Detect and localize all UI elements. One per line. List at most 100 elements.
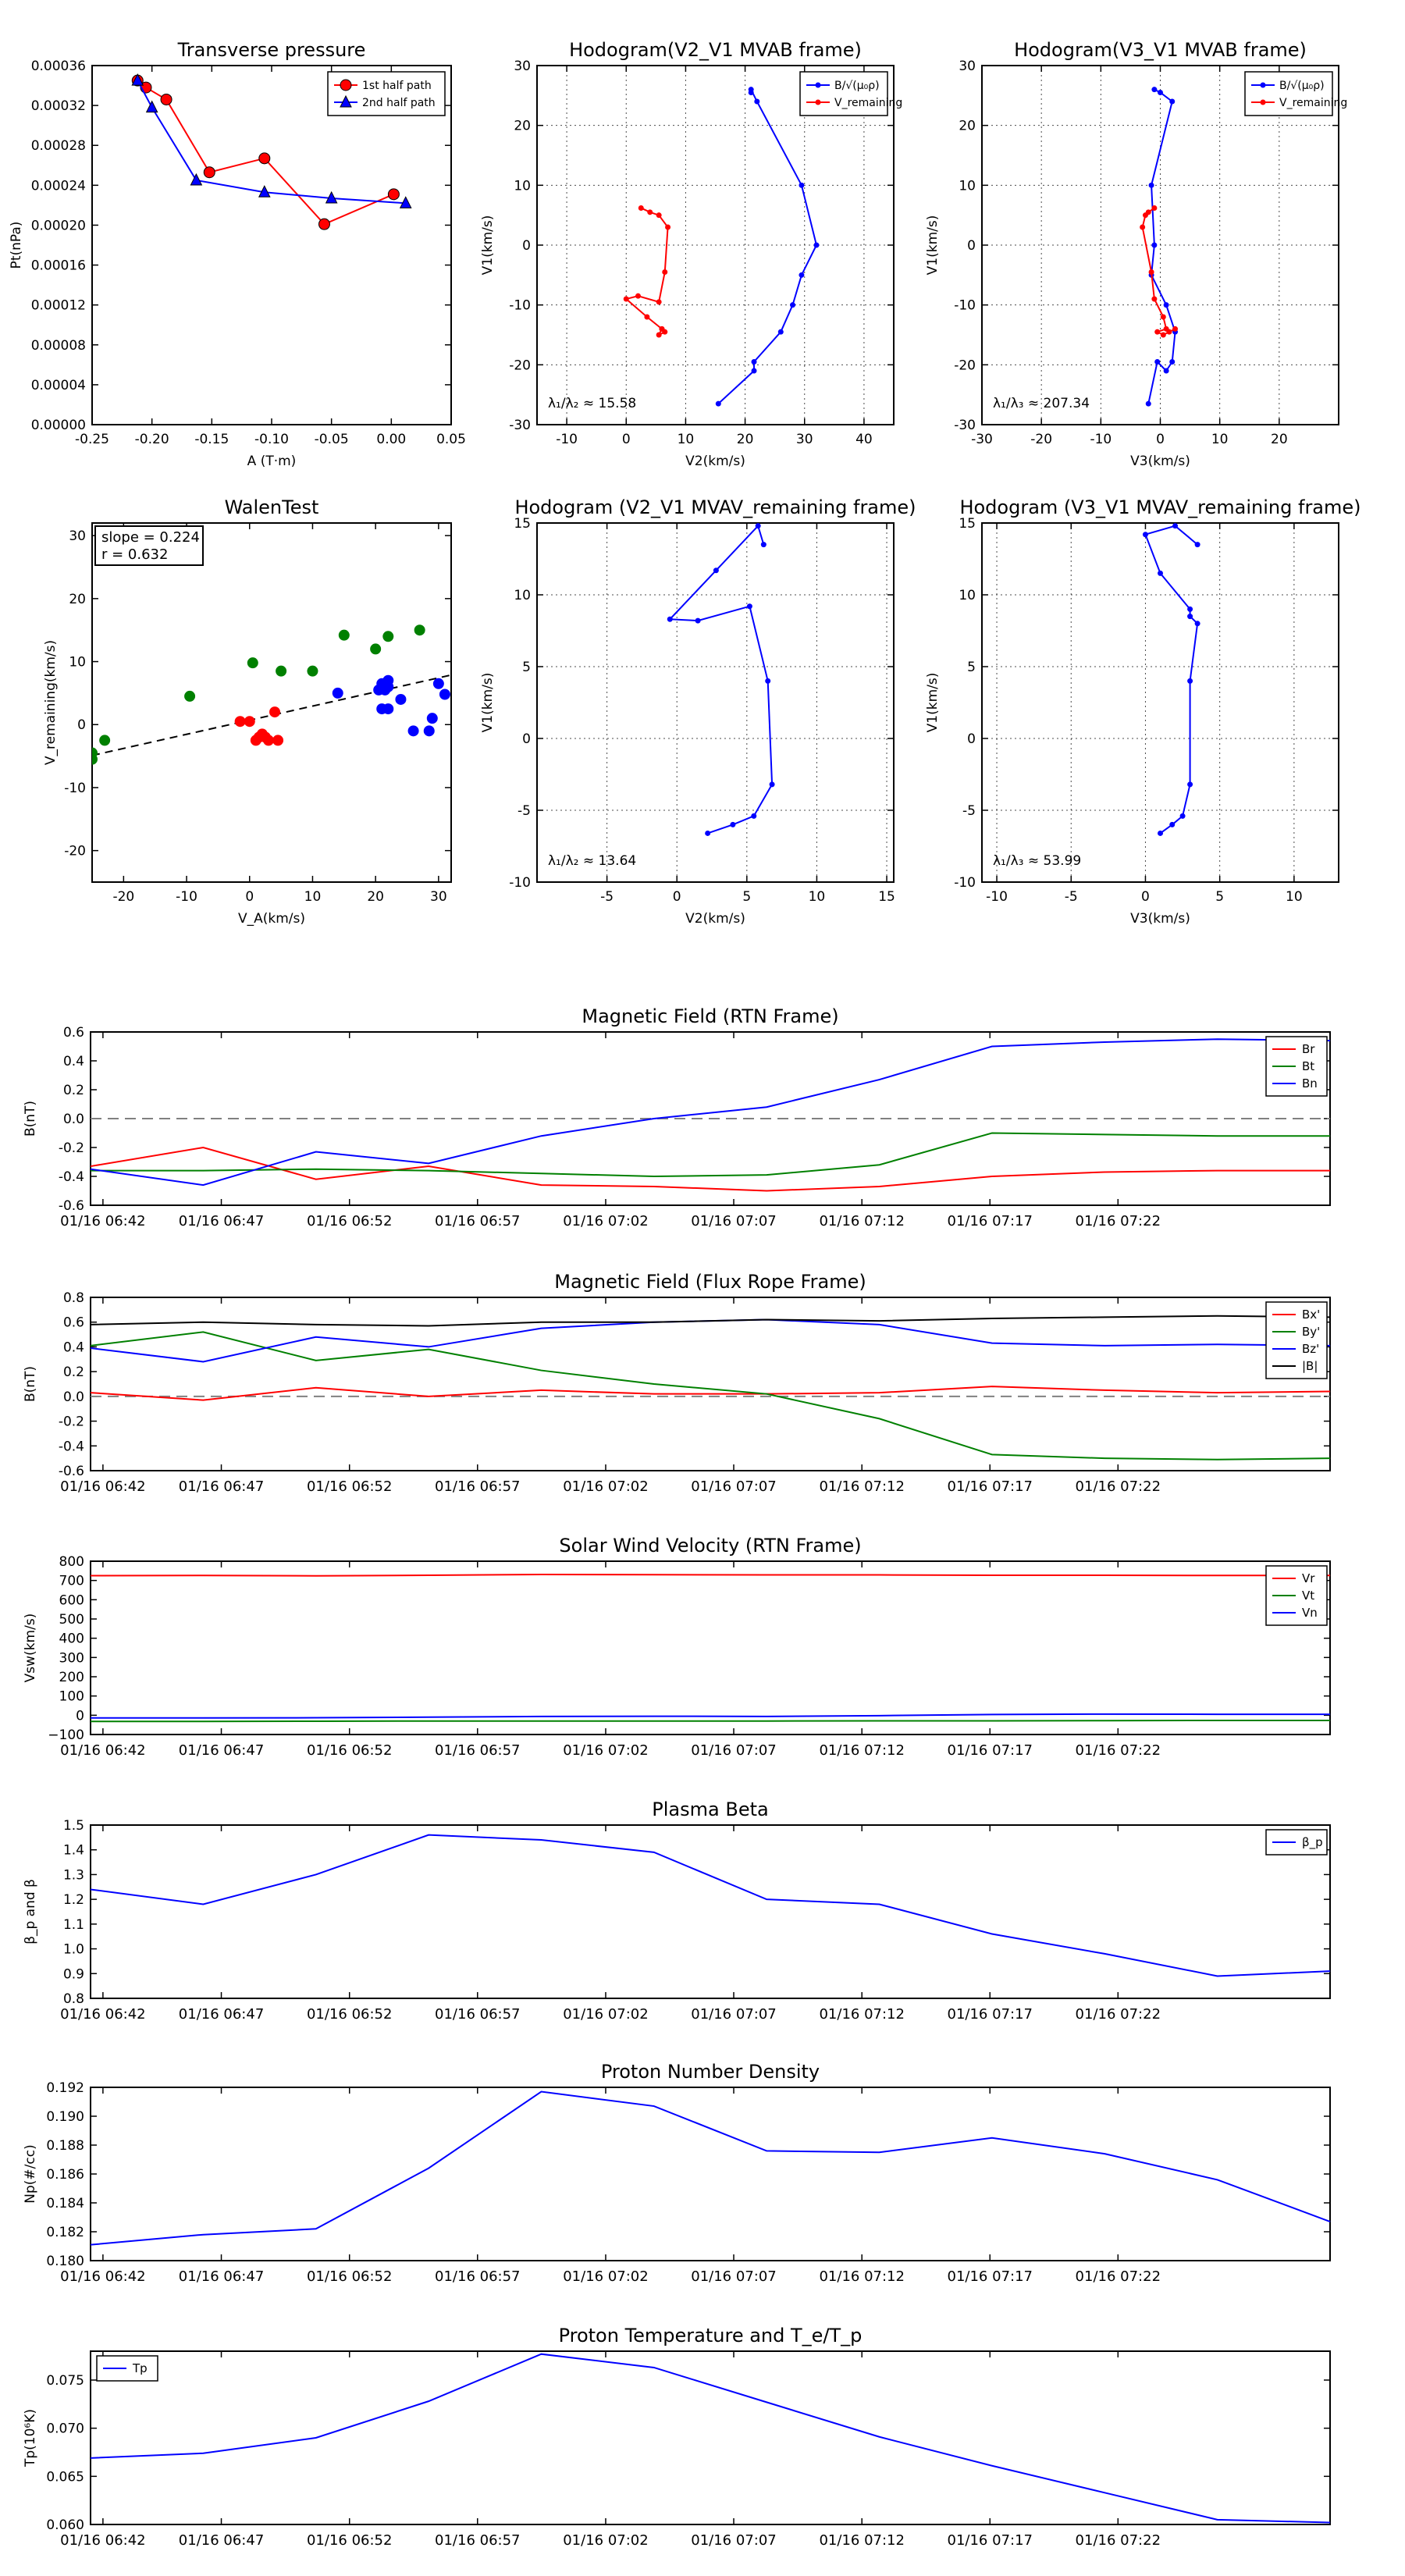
y-tick-label: 0.00000 [31,418,86,433]
data-point [659,326,665,332]
data-point [790,302,796,308]
data-point [656,332,662,338]
legend-label: 1st half path [362,80,432,92]
y-tick-label: 0.060 [46,2517,84,2533]
y-axis-label: V_remaining(km/s) [43,640,59,765]
data-point [1166,329,1172,335]
data-point [99,735,111,746]
legend-marker [1260,82,1266,88]
legend-label: By' [1302,1325,1320,1339]
chart-title: Hodogram(V3_V1 MVAB frame) [1014,39,1307,61]
series-line [90,1834,1331,1977]
y-tick-label: −100 [48,1727,84,1743]
data-point [1172,523,1179,529]
series-line [668,524,774,834]
x-tick-label: -0.20 [135,432,169,447]
series-line [90,1386,1331,1401]
y-tick-label: -20 [64,844,86,859]
legend-label: β_p [1302,1835,1323,1850]
x-tick-label: -0.15 [194,432,229,447]
x-tick-label: 01/16 07:22 [1076,2006,1161,2023]
y-tick-label: 0.00036 [31,59,86,74]
series-line [91,1719,1330,1723]
data-point [318,218,330,230]
data-point [432,678,444,689]
data-point [276,665,287,677]
ratio-annotation: λ₁/λ₃ ≈ 207.34 [993,396,1090,411]
x-tick-label: 01/16 07:07 [691,1213,776,1229]
x-tick-label: -5 [600,889,614,905]
y-tick-label: 1.0 [63,1942,84,1958]
x-tick-label: 01/16 07:17 [948,1478,1033,1495]
chart-h1: Hodogram(V2_V1 MVAB frame) -10 0 10 20 30 40 -3… [480,39,902,469]
x-tick-label: 10 [1286,889,1303,905]
chart-title: Hodogram (V3_V1 MVAV_remaining frame) [959,496,1361,518]
stats-line: r = 0.632 [101,546,168,563]
y-tick-label: 0.4 [63,1340,84,1355]
x-tick-label: 20 [367,889,384,905]
y-tick-label: 0.186 [46,2167,84,2183]
y-tick-label: 10 [514,588,531,603]
series-line [91,1132,1330,1178]
data-point [1158,90,1163,95]
plot-frame [981,522,1339,883]
x-tick-label: 01/16 06:42 [60,2532,145,2549]
y-tick-label: -0.6 [59,1198,84,1214]
y-tick-label: 1.1 [63,1917,84,1933]
data-point [777,329,784,335]
x-tick-label: 20 [737,432,754,447]
x-tick-label: 01/16 07:12 [819,1742,904,1759]
x-axis-label: V2(km/s) [685,454,745,469]
legend-label: Br [1302,1042,1315,1056]
y-tick-label: -0.2 [59,1414,84,1430]
data-point [1151,296,1158,302]
data-point [754,98,760,105]
data-point [799,182,805,188]
data-point [1154,359,1161,365]
data-layer [667,523,775,836]
x-tick-label: -10 [1090,432,1112,447]
chart-title: Transverse pressure [177,39,366,61]
data-point [751,359,757,365]
series-line [90,1315,1331,1327]
y-tick-label: 0.065 [46,2469,84,2485]
y-tick-label: 0 [967,731,976,747]
y-tick-label: 15 [959,516,976,532]
data-point [234,716,246,728]
y-tick-label: 0.190 [46,2109,84,2125]
y-tick-label: 0.9 [63,1966,84,1982]
y-axis-label: Np(#/cc) [23,2144,38,2203]
chart-title: Proton Number Density [601,2061,820,2083]
x-tick-label: 01/16 07:22 [1076,2268,1161,2285]
x-tick-label: -0.05 [315,432,349,447]
data-point [813,242,820,248]
data-point [1151,87,1158,93]
ratio-annotation: λ₁/λ₂ ≈ 13.64 [548,853,636,869]
y-tick-label: 30 [69,528,86,544]
chart-bmag: Magnetic Field (RTN Frame) 01/16 06:42 01/… [23,1005,1331,1229]
y-tick-label: 0.182 [46,2225,84,2240]
x-axis-label: V3(km/s) [1130,911,1190,927]
data-point [407,725,419,737]
chart-title: Hodogram(V2_V1 MVAB frame) [569,39,862,61]
data-point [1169,359,1176,365]
data-point [730,821,736,827]
x-tick-label: 10 [678,432,695,447]
y-tick-label: -20 [509,358,531,373]
data-point [382,631,394,642]
x-tick-label: 01/16 06:47 [179,1742,264,1759]
x-tick-label: 01/16 06:52 [307,1742,392,1759]
data-layer [1142,523,1200,836]
x-tick-label: -10 [176,889,197,905]
data-point [203,166,215,179]
chart-h3: Hodogram (V2_V1 MVAV_remaining frame) -5 0… [480,496,916,927]
y-tick-label: 300 [59,1650,84,1666]
x-tick-label: 30 [430,889,447,905]
chart-title: Plasma Beta [652,1799,768,1820]
y-tick-label: 800 [59,1554,84,1570]
x-tick-label: 01/16 07:02 [563,2006,648,2023]
legend-label: B/√(μ₀ρ) [834,80,880,92]
data-point [746,603,752,610]
